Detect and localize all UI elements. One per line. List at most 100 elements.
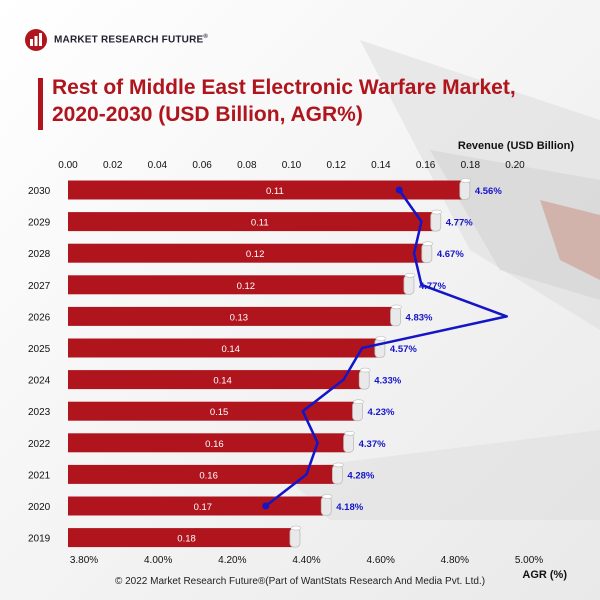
bar-cap-2027 [403,274,415,295]
logo-registered-mark: ® [203,34,209,41]
bar-value-label: 0.11 [251,218,269,229]
top-axis-tick-label: 0.14 [371,160,391,171]
category-label: 2019 [28,534,51,545]
bar-cap-top-2024 [359,367,371,373]
bottom-axis-tick-label: 4.00% [144,555,172,566]
bar-cap-2026 [390,306,401,327]
category-label: 2025 [28,344,51,355]
bar-value-label: 0.15 [210,407,229,418]
bottom-axis-tick-label: 5.00% [515,555,543,566]
bar-value-label: 0.16 [199,470,218,481]
bar-value-label: 0.16 [205,439,224,450]
agr-line [264,189,508,507]
bar-2019 [68,528,296,548]
chart-title: Rest of Middle East Electronic Warfare M… [52,74,532,128]
bar-2027 [68,275,410,295]
bar-cap-2023 [352,401,363,422]
title-accent-bar [38,78,43,130]
bar-value-label: 0.18 [177,534,196,545]
bar-cap-2030 [459,180,471,200]
category-label: 2023 [28,407,51,418]
category-label: 2027 [28,281,51,292]
agr-value-label: 4.67% [437,249,464,260]
bottom-axis-title: AGR (%) [522,569,567,581]
category-label: 2028 [28,249,51,260]
bar-value-label: 0.14 [221,344,240,355]
bar-cap-top-2030 [460,178,472,183]
bar-cap-2022 [343,432,355,453]
bar-cap-top-2028 [422,241,434,246]
bar-cap-2029 [430,211,442,232]
top-axis-tick-label: 0.10 [282,160,302,171]
bar-2023 [68,401,359,421]
agr-value-label: 4.77% [446,218,473,229]
agr-value-label: 4.83% [406,312,433,323]
bar-cap-top-2023 [353,399,364,405]
brand-logo: MARKET RESEARCH FUTURE® [24,28,208,52]
bar-2020 [68,496,328,516]
bar-cap-top-2020 [321,494,333,499]
logo-chart-icon [25,29,47,51]
bar-cap-top-2022 [344,430,355,436]
top-axis-tick-label: 0.06 [192,160,212,171]
top-axis-tick-label: 0.04 [148,160,168,171]
logo-text: MARKET RESEARCH FUTURE® [54,34,209,46]
bar-cap-top-2027 [404,272,416,278]
top-axis-title: Revenue (USD Billion) [458,140,574,152]
category-label: 2020 [28,502,51,513]
bar-value-label: 0.17 [194,502,213,513]
bar-2024 [68,370,366,390]
bar-cap-2028 [421,243,433,264]
bar-2021 [68,464,339,484]
bar-2026 [68,306,397,326]
bottom-axis-tick-label: 4.20% [218,555,246,566]
top-axis-tick-label: 0.12 [326,160,346,171]
bar-2022 [68,433,350,453]
agr-value-label: 4.56% [475,186,502,197]
top-axis-tick-label: 0.08 [237,160,257,171]
bar-value-label: 0.13 [230,312,249,323]
agr-value-label: 4.37% [359,439,386,450]
bar-cap-2021 [332,464,343,485]
bottom-axis-tick-label: 3.80% [70,555,98,566]
top-axis-tick-label: 0.18 [461,160,481,171]
category-label: 2029 [28,218,51,229]
category-label: 2030 [28,186,51,197]
footer-copyright: © 2022 Market Research Future®(Part of W… [114,576,486,587]
bar-cap-top-2029 [431,209,443,215]
bar-cap-top-2021 [333,462,344,468]
bottom-axis-tick-label: 4.40% [292,555,320,566]
bar-cap-top-2025 [375,336,387,341]
category-label: 2024 [28,376,51,387]
bar-cap-top-2026 [391,304,402,310]
bar-value-label: 0.11 [266,186,284,197]
bar-cap-2020 [320,496,332,516]
agr-point-2030 [395,186,403,194]
agr-value-label: 4.28% [347,470,374,481]
top-axis-tick-label: 0.16 [416,160,436,171]
bar-cap-2024 [358,369,370,390]
chart-title-line-2: 2020-2030 (USD Billion, AGR%) [52,103,363,126]
bar-2030 [68,180,466,200]
bar-2025 [68,338,381,358]
agr-point-2020 [262,502,270,510]
bar-cap-2019 [289,527,301,548]
category-label: 2026 [28,312,51,323]
agr-value-label: 4.57% [390,344,417,355]
agr-value-label: 4.18% [336,502,363,513]
category-label: 2021 [28,470,51,481]
chart-title-line-1: Rest of Middle East Electronic Warfare M… [52,76,516,99]
bar-value-label: 0.14 [213,376,232,387]
agr-value-label: 4.77% [419,281,446,292]
agr-value-label: 4.33% [374,376,401,387]
category-label: 2022 [28,439,51,450]
bar-value-label: 0.12 [237,281,256,292]
bar-cap-2025 [374,338,386,358]
agr-value-label: 4.23% [368,407,395,418]
bar-cap-top-2019 [290,525,302,531]
bottom-axis-tick-label: 4.60% [366,555,394,566]
bottom-axis-tick-label: 4.80% [441,555,469,566]
bar-2029 [68,212,437,232]
